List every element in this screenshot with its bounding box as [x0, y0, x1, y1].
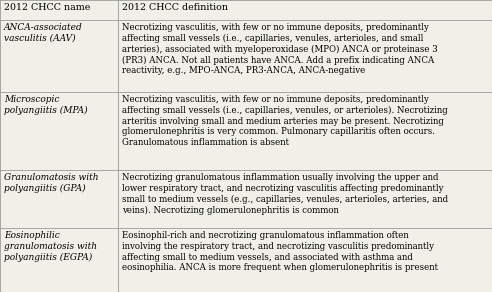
Text: Necrotizing granulomatous inflammation usually involving the upper and
lower res: Necrotizing granulomatous inflammation u… — [122, 173, 448, 215]
Text: Necrotizing vasculitis, with few or no immune deposits, predominantly
affecting : Necrotizing vasculitis, with few or no i… — [122, 95, 448, 147]
Text: ANCA-associated
vasculitis (AAV): ANCA-associated vasculitis (AAV) — [4, 23, 83, 43]
Text: 2012 CHCC definition: 2012 CHCC definition — [122, 3, 228, 12]
Text: Eosinophil-rich and necrotizing granulomatous inflammation often
involving the r: Eosinophil-rich and necrotizing granulom… — [122, 231, 438, 272]
Text: Eosinophilic
granulomatosis with
polyangiitis (EGPA): Eosinophilic granulomatosis with polyang… — [4, 231, 97, 262]
Text: Necrotizing vasculitis, with few or no immune deposits, predominantly
affecting : Necrotizing vasculitis, with few or no i… — [122, 23, 437, 75]
Text: Microscopic
polyangiitis (MPA): Microscopic polyangiitis (MPA) — [4, 95, 88, 115]
Text: 2012 CHCC name: 2012 CHCC name — [4, 3, 91, 12]
Text: Granulomatosis with
polyangiitis (GPA): Granulomatosis with polyangiitis (GPA) — [4, 173, 98, 193]
